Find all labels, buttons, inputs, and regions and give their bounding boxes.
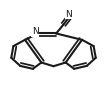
Text: N: N (65, 10, 72, 19)
Text: N: N (32, 27, 38, 36)
